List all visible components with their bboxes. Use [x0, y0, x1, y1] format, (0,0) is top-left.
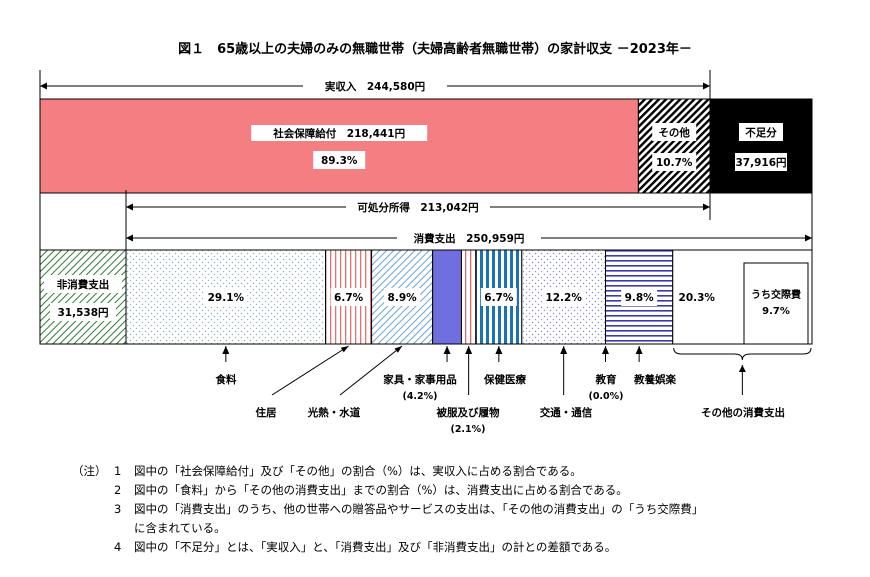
bar-label: その他: [658, 126, 690, 139]
arrow-head-up: [495, 346, 503, 354]
arrow-head-up: [560, 346, 568, 354]
label-bg: [313, 151, 366, 169]
arrow-head-up: [602, 346, 610, 354]
bar-pct-label: 6.7%: [334, 292, 364, 304]
note-1: （注） 1 図中の「社会保障給付」及び「その他」の割合（%）は、実収入に占める割…: [72, 462, 862, 481]
arrow-head-left: [126, 234, 133, 242]
bar-shortfall: [709, 98, 813, 194]
category-label: 光熱・水道: [307, 406, 361, 419]
note-text: 図中の「消費支出」のうち、他の世帯への贈答品やサービスの支出は、「その他の消費支…: [134, 502, 704, 516]
bar-non-consumption: [39, 249, 127, 345]
category-sub-label: (0.0%): [588, 391, 623, 402]
bar-sub-pct-label: 9.7%: [762, 306, 790, 317]
arrow-head-up: [465, 346, 473, 354]
bar-value-label: 37,916円: [735, 157, 786, 169]
arrow-head: [394, 346, 403, 353]
arrow-head-up: [738, 365, 746, 372]
label-bg: [652, 153, 697, 171]
category-label: その他の消費支出: [701, 406, 785, 419]
label-bg: [251, 125, 428, 141]
bar-segment: [432, 249, 462, 345]
category-label: 教育: [595, 373, 617, 386]
label-bg: [675, 288, 719, 306]
bar-social-security: [39, 98, 639, 194]
dimension-label-bg: [346, 199, 490, 215]
consumption-dimension: 消費支出 250,959円: [126, 230, 812, 246]
disposable-income-dimension: 可処分所得 213,042円: [126, 199, 710, 215]
note-text: 図中の「不足分」とは、「実収入」と、「消費支出」及び「非消費支出」の計との差額で…: [134, 540, 617, 554]
income-dimension: 実収入 244,580円: [40, 78, 710, 94]
arrow-head-left: [126, 203, 133, 211]
category-label: 被服及び履物: [437, 406, 500, 419]
note-text-continued: に含まれている。: [134, 521, 226, 535]
bar-pct-label: 10.7%: [656, 157, 693, 169]
notes: （注） 1 図中の「社会保障給付」及び「その他」の割合（%）は、実収入に占める割…: [72, 462, 862, 557]
category-sub-label: (4.2%): [402, 391, 437, 402]
category-label: 教養娯楽: [633, 373, 676, 386]
note-number: 1: [114, 464, 122, 478]
note-3: 3 図中の「消費支出」のうち、他の世帯への贈答品やサービスの支出は、「その他の消…: [72, 500, 862, 519]
bar-label: 不足分: [745, 126, 777, 139]
category-label: 住居: [256, 406, 277, 419]
arrow-head-right: [703, 203, 710, 211]
note-2: 2 図中の「食料」から「その他の消費支出」までの割合（%）は、消費支出に占める割…: [72, 481, 862, 500]
bar-pct-label: 6.7%: [484, 292, 514, 304]
bar-other-income: [637, 98, 711, 194]
label-bg: [204, 288, 248, 306]
note-4: 4 図中の「不足分」とは、「実収入」と、「消費支出」及び「非消費支出」の計との差…: [72, 538, 862, 557]
note-number: 2: [114, 483, 122, 497]
category-label: 家具・家事用品: [383, 373, 457, 386]
category-label: 保健医療: [483, 373, 526, 386]
label-bg: [50, 303, 116, 321]
bar-segment: [460, 249, 477, 345]
note-text: 図中の「食料」から「その他の消費支出」までの割合（%）は、消費支出に占める割合で…: [134, 483, 628, 497]
arrow-head-up: [443, 346, 451, 354]
bar-label: 非消費支出: [57, 278, 110, 291]
label-bg: [739, 123, 783, 141]
label-bg: [621, 288, 658, 306]
label-bg: [480, 288, 517, 306]
arrow-head-right: [805, 234, 812, 242]
bar-sub-segment: [743, 262, 809, 345]
bar-pct-label: 12.2%: [545, 292, 582, 304]
label-bg: [384, 288, 421, 306]
label-bg: [330, 288, 367, 306]
category-sub-label: (2.1%): [450, 424, 485, 435]
arrow-head-up: [635, 346, 643, 354]
chart-title: 図１ 65歳以上の夫婦のみの無職世帯（夫婦高齢者無職世帯）の家計収支 －2023…: [178, 42, 692, 57]
leader-line: [271, 345, 349, 396]
arrow-head: [340, 346, 349, 353]
dimension-label-bg: [303, 78, 447, 94]
arrow-head-up: [222, 346, 230, 354]
bar-pct-label: 8.9%: [388, 292, 418, 304]
category-label: 交通・通信: [540, 406, 593, 419]
arrow-head-right: [703, 82, 710, 90]
category-label: 食料: [215, 373, 237, 386]
label-bg: [735, 153, 787, 171]
bar-value-label: 31,538円: [57, 307, 108, 319]
note-number: 4: [114, 540, 122, 554]
brace: [673, 347, 812, 361]
leader-line: [339, 345, 403, 396]
dimension-label-bg: [397, 230, 541, 246]
label-bg: [542, 288, 586, 306]
bar-pct-label: 9.8%: [625, 292, 655, 304]
arrow-head-left: [40, 82, 47, 90]
note-text: 図中の「社会保障給付」及び「その他」の割合（%）は、実収入に占める割合である。: [134, 464, 582, 478]
bar-label: 社会保障給付 218,441円: [272, 127, 405, 140]
bar-pct-label: 29.1%: [208, 292, 245, 304]
bar-pct-label: 89.3%: [321, 155, 358, 167]
dimension-label: 消費支出 250,959円: [414, 232, 525, 245]
bar-pct-label: 20.3%: [679, 292, 716, 304]
label-bg: [652, 123, 697, 141]
bar-sub-label: うち交際費: [751, 288, 801, 301]
dimension-label: 実収入 244,580円: [325, 80, 425, 93]
notes-head: （注）: [72, 464, 107, 478]
dimension-label: 可処分所得 213,042円: [357, 201, 478, 214]
label-bg: [44, 275, 122, 293]
note-number: 3: [114, 502, 122, 516]
